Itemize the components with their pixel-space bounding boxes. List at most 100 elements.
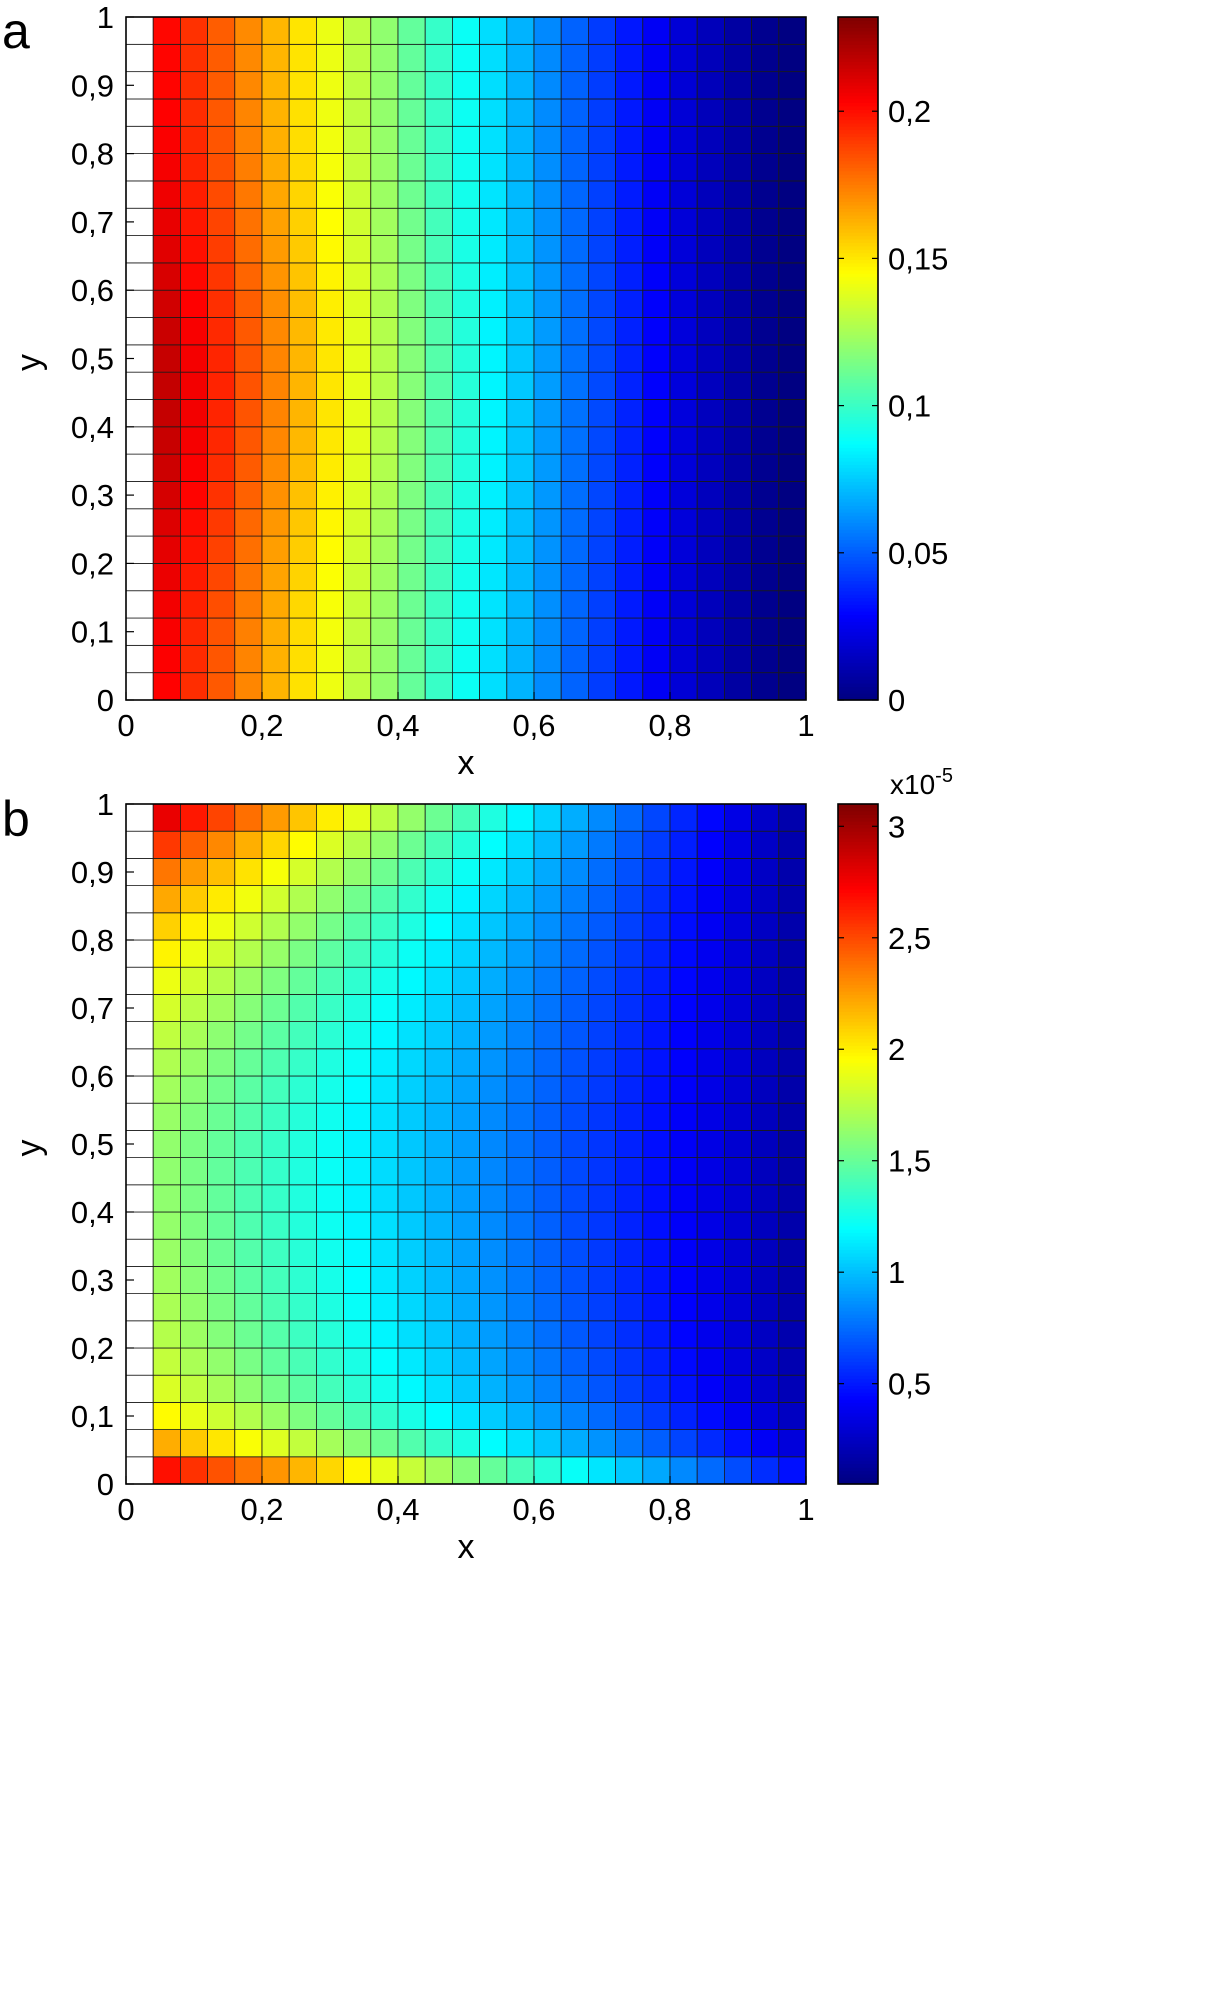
heatmap-cell [343,858,372,887]
heatmap-cell [125,1184,154,1213]
colorbar-segment [838,1147,878,1152]
heatmap-cell [315,1320,344,1349]
heatmap-cell [615,858,644,887]
heatmap-cell [288,1347,317,1376]
heatmap-cell [533,1402,562,1431]
heatmap-cell [179,399,208,428]
heatmap-cell [588,830,617,859]
heatmap-cell [696,235,725,264]
heatmap-cell [533,1238,562,1267]
heatmap-cell [343,344,372,373]
heatmap-cell [479,16,508,45]
heatmap-cell [370,939,399,968]
x-axis-label: x [458,744,475,782]
y-axis-label: y [10,354,48,371]
heatmap-cell [560,885,589,914]
heatmap-cell [451,1211,480,1240]
colorbar-segment [838,906,878,910]
heatmap-cell [207,1238,236,1267]
colorbar-segment [838,126,878,131]
colorbar-segment [838,821,878,825]
colorbar-segment [838,1392,878,1397]
heatmap-cell [724,180,753,209]
heatmap-cell [615,98,644,127]
colorbar-segment [838,1358,878,1363]
heatmap-cell [642,1347,671,1376]
heatmap-cell [751,71,780,100]
colorbar-segment [838,549,878,554]
heatmap-cell [751,617,780,646]
heatmap-cell [370,481,399,510]
heatmap-cell [424,912,453,941]
heatmap-cell [479,535,508,564]
colorbar-tick-label: 0,1 [888,389,931,424]
heatmap-cell [152,453,181,482]
heatmap-cell [343,939,372,968]
colorbar-segment [838,889,878,893]
heatmap-cell [778,1347,807,1376]
heatmap-cell [560,535,589,564]
colorbar-segment [838,1460,878,1465]
heatmap-cell [179,830,208,859]
colorbar-segment [838,484,878,489]
heatmap-cell [533,235,562,264]
heatmap-cell [778,1021,807,1050]
colorbar-segment [838,1157,878,1162]
heatmap-cell [560,858,589,887]
colorbar-segment [838,157,878,162]
heatmap-cell [424,1211,453,1240]
heatmap-cell [234,289,263,318]
heatmap-cell [751,399,780,428]
heatmap-cell [479,71,508,100]
heatmap-cell [560,289,589,318]
heatmap-cell [152,16,181,45]
colorbar-segment [838,1059,878,1063]
heatmap-cell [397,1211,426,1240]
heatmap-cell [315,1075,344,1104]
colorbar-segment [838,1174,878,1179]
heatmap-cell [370,180,399,209]
colorbar-segment [838,419,878,424]
heatmap-cell [261,180,290,209]
heatmap-cell [751,426,780,455]
heatmap-cell [207,1456,236,1485]
colorbar-segment [838,895,878,900]
heatmap-cell [451,672,480,701]
heatmap-cell [642,644,671,674]
heatmap-cell [778,125,807,154]
heatmap-cell [397,994,426,1023]
heatmap-cell [588,371,617,400]
heatmap-cell [424,1347,453,1376]
heatmap-cell [506,153,535,182]
heatmap-cell [179,235,208,264]
y-tick-label: 0,4 [71,1195,114,1230]
heatmap-cell [343,399,372,428]
heatmap-cell [615,535,644,564]
heatmap-cell [506,1102,535,1131]
heatmap-cell [315,1021,344,1050]
heatmap-cell [207,1021,236,1050]
heatmap-cell [451,43,480,73]
heatmap-cell [724,1021,753,1050]
heatmap-cell [207,1130,236,1159]
colorbar-segment [838,970,878,975]
heatmap-cell [724,399,753,428]
heatmap-cell [506,16,535,45]
heatmap-cell [261,481,290,510]
heatmap-cell [669,399,698,428]
colorbar-segment [838,402,878,407]
colorbar-segment [838,215,878,220]
heatmap-cell [506,563,535,592]
colorbar-segment [838,696,878,701]
colorbar-segment [838,1127,878,1131]
heatmap-cell [588,125,617,154]
heatmap-cell [506,994,535,1023]
heatmap-cell [479,125,508,154]
colorbar-segment [838,399,878,404]
colorbar-segment [838,68,878,73]
heatmap-cell [207,1347,236,1376]
heatmap-cell [370,590,399,619]
heatmap-cell [370,617,399,646]
heatmap-cell [642,481,671,510]
colorbar-segment [838,167,878,172]
